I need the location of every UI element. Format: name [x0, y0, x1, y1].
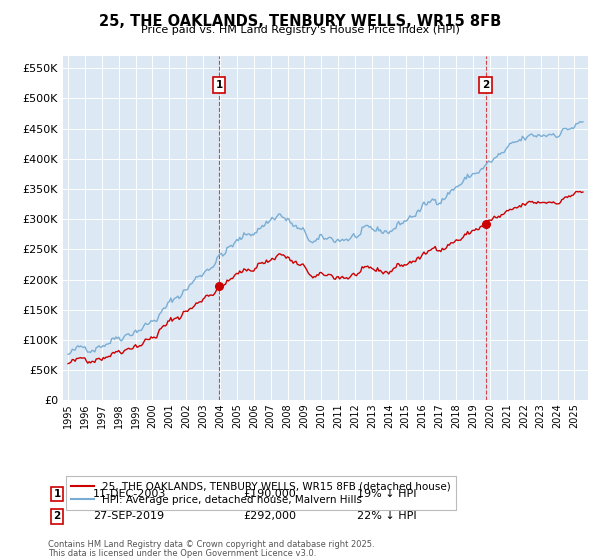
- Text: 25, THE OAKLANDS, TENBURY WELLS, WR15 8FB: 25, THE OAKLANDS, TENBURY WELLS, WR15 8F…: [99, 14, 501, 29]
- Text: 22% ↓ HPI: 22% ↓ HPI: [357, 511, 416, 521]
- Text: £190,000: £190,000: [243, 489, 296, 499]
- Text: 2: 2: [482, 80, 490, 90]
- Text: 11-DEC-2003: 11-DEC-2003: [93, 489, 166, 499]
- Text: Contains HM Land Registry data © Crown copyright and database right 2025.: Contains HM Land Registry data © Crown c…: [48, 540, 374, 549]
- Text: 1: 1: [53, 489, 61, 499]
- Text: This data is licensed under the Open Government Licence v3.0.: This data is licensed under the Open Gov…: [48, 549, 316, 558]
- Legend: 25, THE OAKLANDS, TENBURY WELLS, WR15 8FB (detached house), HPI: Average price, : 25, THE OAKLANDS, TENBURY WELLS, WR15 8F…: [65, 476, 456, 510]
- Text: £292,000: £292,000: [243, 511, 296, 521]
- Text: 27-SEP-2019: 27-SEP-2019: [93, 511, 164, 521]
- Text: 19% ↓ HPI: 19% ↓ HPI: [357, 489, 416, 499]
- Text: Price paid vs. HM Land Registry's House Price Index (HPI): Price paid vs. HM Land Registry's House …: [140, 25, 460, 35]
- Text: 2: 2: [53, 511, 61, 521]
- Text: 1: 1: [215, 80, 223, 90]
